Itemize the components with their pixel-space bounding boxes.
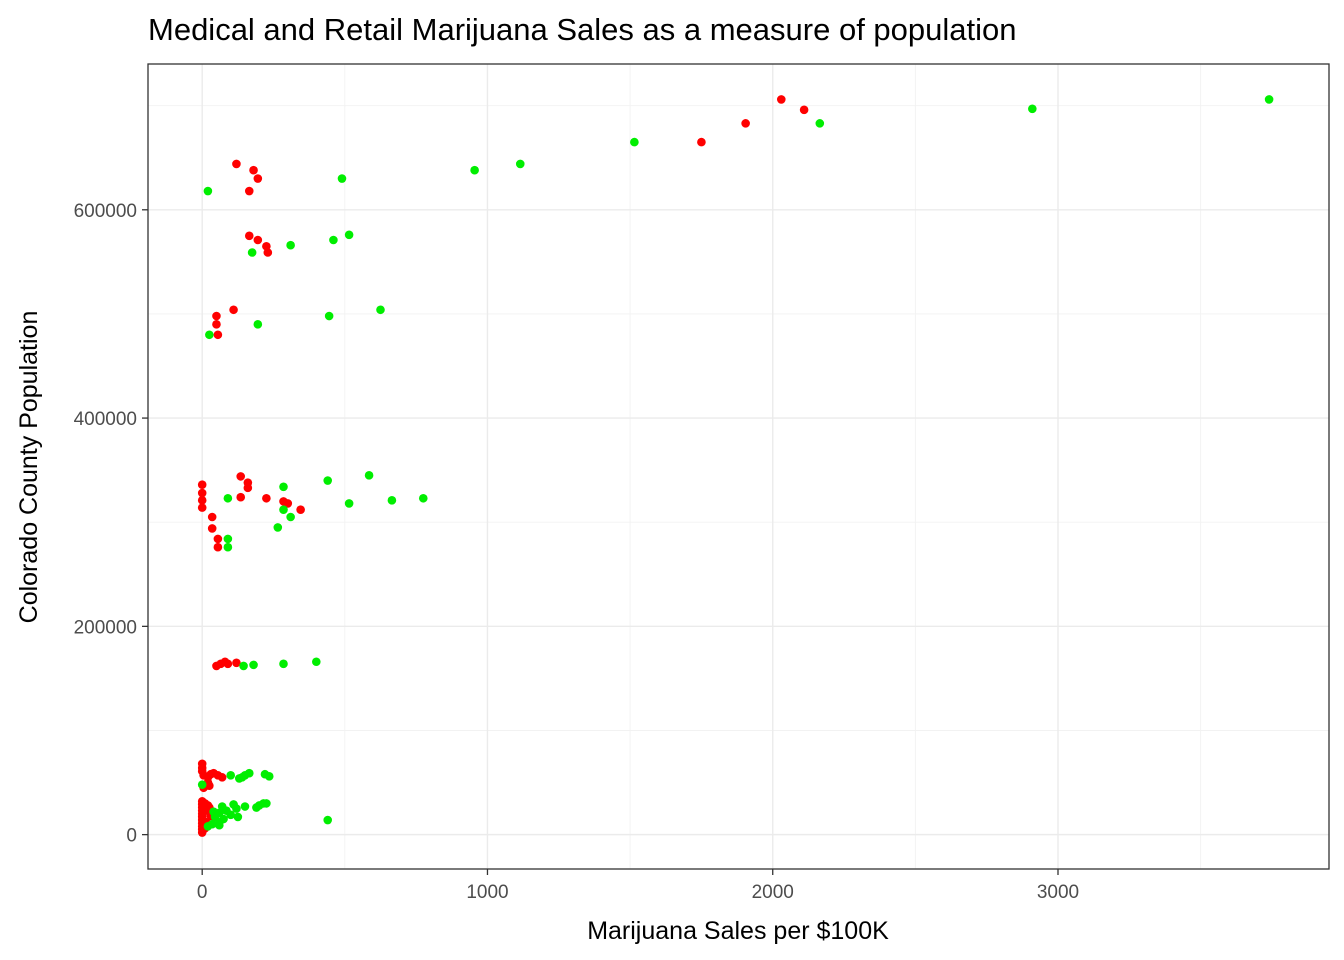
red-data-point bbox=[197, 480, 207, 490]
y-tick-label: 600000 bbox=[74, 201, 137, 222]
green-data-point bbox=[344, 499, 354, 508]
red-data-point bbox=[253, 235, 263, 245]
green-data-point bbox=[279, 482, 288, 492]
green-data-point bbox=[226, 770, 236, 780]
red-data-point bbox=[229, 305, 238, 315]
y-tick-label: 200000 bbox=[74, 617, 137, 638]
y-tick-label: 0 bbox=[126, 826, 137, 847]
green-data-point bbox=[286, 512, 295, 522]
green-data-point bbox=[286, 240, 295, 250]
green-data-point bbox=[252, 803, 261, 812]
y-axis-title: Colorado County Population bbox=[15, 311, 43, 624]
green-data-point bbox=[234, 774, 244, 783]
green-data-point bbox=[470, 165, 479, 175]
red-data-point bbox=[262, 493, 271, 503]
red-data-point bbox=[232, 159, 241, 169]
green-data-point bbox=[376, 305, 385, 315]
red-data-point bbox=[207, 512, 217, 522]
green-data-point bbox=[223, 534, 233, 544]
red-data-point bbox=[232, 658, 241, 668]
red-data-point bbox=[741, 119, 750, 128]
green-data-point bbox=[253, 320, 263, 329]
red-data-point bbox=[776, 95, 786, 104]
red-data-point bbox=[217, 773, 227, 782]
green-data-point bbox=[815, 119, 825, 128]
red-data-point bbox=[197, 503, 207, 512]
red-data-point bbox=[197, 488, 207, 498]
red-data-point bbox=[244, 186, 254, 196]
red-data-point bbox=[236, 472, 246, 481]
red-data-point bbox=[283, 499, 293, 508]
green-data-point bbox=[240, 802, 250, 811]
green-data-point bbox=[239, 661, 248, 671]
green-data-point bbox=[203, 822, 213, 831]
green-data-point bbox=[1028, 104, 1037, 114]
green-data-point bbox=[223, 493, 233, 503]
y-tick-label: 400000 bbox=[74, 409, 137, 430]
red-data-point bbox=[263, 248, 273, 257]
x-tick-label: 1000 bbox=[466, 882, 508, 903]
green-data-point bbox=[217, 802, 227, 811]
x-axis-title: Marijuana Sales per $100K bbox=[587, 917, 889, 945]
x-tick-label: 3000 bbox=[1037, 882, 1079, 903]
plot-panel-border bbox=[147, 63, 1330, 870]
green-data-point bbox=[279, 659, 288, 669]
green-data-point bbox=[364, 471, 374, 480]
green-data-point bbox=[323, 815, 333, 825]
gridlines bbox=[148, 64, 1329, 869]
green-data-point bbox=[387, 496, 397, 505]
green-data-point bbox=[418, 493, 428, 503]
red-data-point bbox=[197, 496, 207, 505]
green-data-point bbox=[515, 159, 525, 169]
red-data-point bbox=[212, 320, 221, 329]
red-data-point bbox=[223, 659, 233, 669]
red-data-point bbox=[243, 483, 253, 493]
green-data-point bbox=[337, 174, 347, 183]
x-tick-label: 0 bbox=[197, 882, 208, 903]
red-data-point bbox=[296, 505, 305, 515]
green-data-point bbox=[233, 812, 243, 822]
green-data-point bbox=[226, 810, 236, 820]
green-data-point bbox=[344, 230, 354, 240]
x-tick-label: 2000 bbox=[752, 882, 794, 903]
green-data-point bbox=[197, 780, 207, 789]
green-data-point bbox=[229, 800, 238, 809]
data-points bbox=[197, 95, 1274, 837]
red-data-point bbox=[799, 105, 809, 115]
green-data-point bbox=[1264, 95, 1274, 104]
red-data-point bbox=[213, 542, 223, 552]
green-data-point bbox=[329, 235, 338, 245]
green-data-point bbox=[203, 186, 213, 196]
red-data-point bbox=[213, 534, 223, 544]
chart-title: Medical and Retail Marijuana Sales as a … bbox=[148, 12, 1017, 47]
green-data-point bbox=[323, 476, 333, 485]
red-data-point bbox=[207, 524, 217, 533]
red-data-point bbox=[236, 492, 246, 502]
green-data-point bbox=[223, 542, 233, 552]
green-data-point bbox=[264, 772, 274, 781]
axes: 0 1000 2000 3000 0 200000 400000 600000 bbox=[74, 201, 1080, 903]
green-data-point bbox=[249, 660, 258, 670]
green-data-point bbox=[324, 311, 334, 321]
red-data-point bbox=[253, 174, 263, 183]
green-data-point bbox=[247, 248, 257, 257]
green-data-point bbox=[279, 505, 288, 515]
red-data-point bbox=[697, 137, 706, 147]
red-data-point bbox=[249, 165, 258, 175]
green-data-point bbox=[205, 330, 214, 340]
red-data-point bbox=[213, 330, 223, 340]
green-data-point bbox=[259, 799, 268, 808]
green-data-point bbox=[215, 820, 224, 830]
green-data-point bbox=[209, 807, 218, 817]
green-data-point bbox=[630, 137, 639, 147]
green-data-point bbox=[273, 523, 283, 532]
red-data-point bbox=[212, 311, 221, 321]
red-data-point bbox=[244, 231, 254, 241]
green-data-point bbox=[312, 657, 321, 667]
